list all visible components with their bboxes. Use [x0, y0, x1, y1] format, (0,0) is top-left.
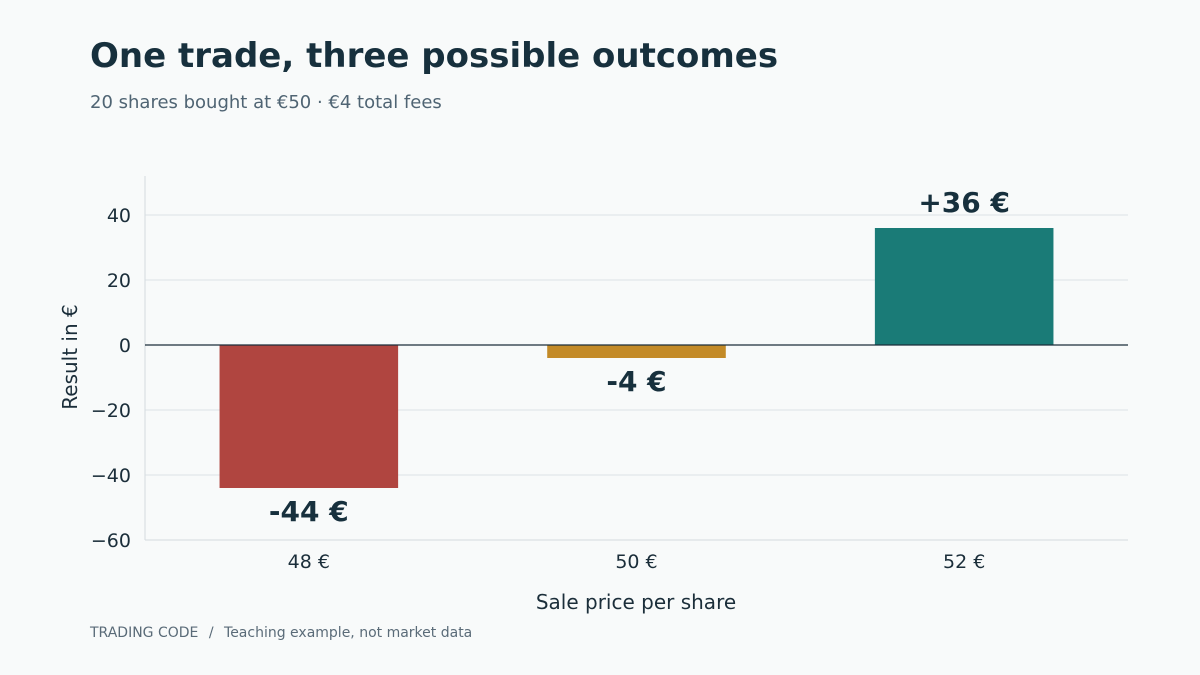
- y-tick-label: −40: [91, 465, 131, 487]
- x-tick-label: 50 €: [615, 551, 657, 573]
- bar-50: [547, 345, 726, 358]
- chart-title: One trade, three possible outcomes: [90, 36, 779, 76]
- footer-note: Teaching example, not market data: [224, 625, 473, 641]
- bars: [219, 228, 1054, 488]
- y-tick-label: 40: [107, 205, 131, 227]
- bar-52: [874, 228, 1054, 345]
- axes: 40 20 0 −20 −40 −60 48 € 50 € 52 €: [91, 176, 1128, 573]
- x-tick-label: 52 €: [943, 551, 985, 573]
- data-label: -44 €: [269, 495, 349, 528]
- y-axis-title: Result in €: [58, 304, 82, 409]
- data-labels: -44 € -4 € +36 €: [269, 186, 1010, 528]
- footer: TRADING CODE / Teaching example, not mar…: [90, 625, 472, 641]
- data-label: -4 €: [606, 365, 666, 398]
- footer-separator: /: [208, 625, 214, 641]
- x-axis-title: Sale price per share: [536, 590, 736, 614]
- footer-brand: TRADING CODE: [90, 625, 199, 641]
- chart-subtitle: 20 shares bought at €50 · €4 total fees: [90, 92, 442, 113]
- data-label: +36 €: [918, 186, 1010, 219]
- bar-48: [219, 345, 399, 488]
- y-tick-label: 20: [107, 270, 131, 292]
- x-tick-label: 48 €: [288, 551, 330, 573]
- y-tick-label: −20: [91, 400, 131, 422]
- y-tick-label: −60: [91, 530, 131, 552]
- y-tick-label: 0: [119, 335, 131, 357]
